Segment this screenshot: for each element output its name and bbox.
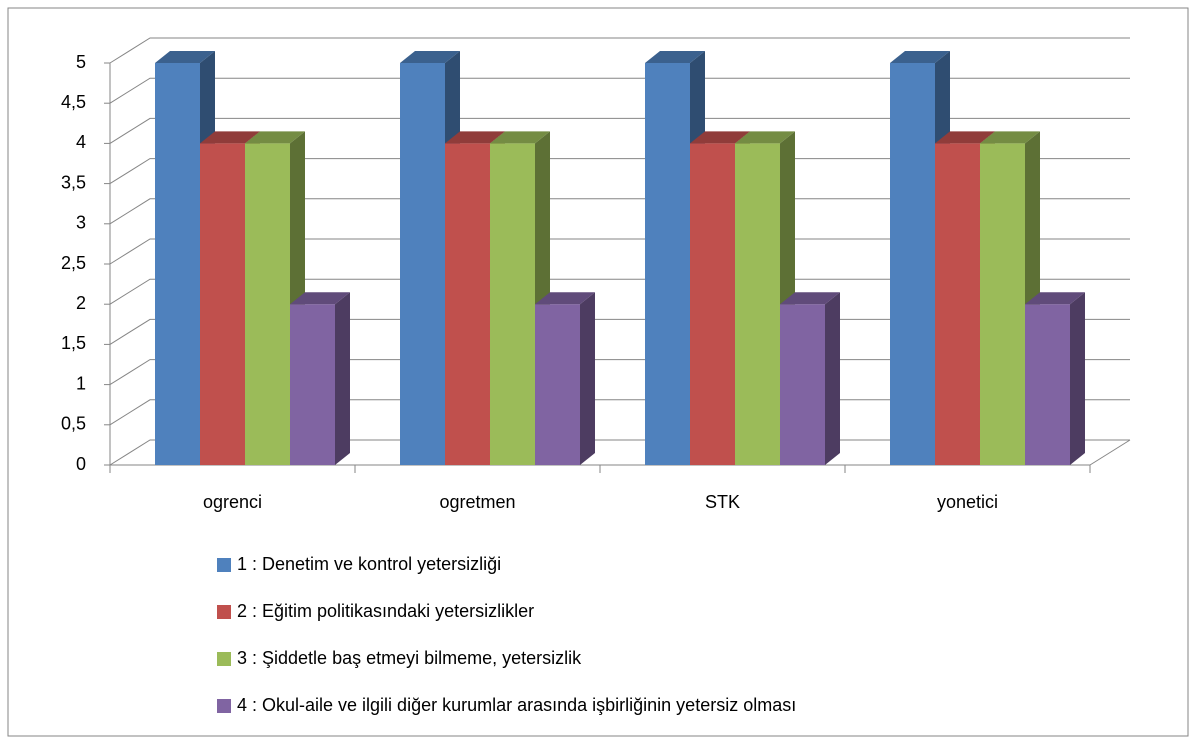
bar-face	[290, 292, 350, 305]
x-tick-label: STK	[705, 492, 740, 512]
bar-face	[690, 143, 735, 465]
bar-face	[335, 292, 350, 465]
bar-face	[245, 131, 305, 144]
legend-swatch	[217, 699, 231, 713]
y-tick-label: 4	[76, 132, 86, 152]
bar	[1025, 292, 1085, 465]
bar-face	[890, 63, 935, 465]
bar-face	[245, 143, 290, 465]
bar-face	[735, 143, 780, 465]
bar-face	[535, 304, 580, 465]
bar	[780, 292, 840, 465]
legend-label: 2 : Eğitim politikasındaki yetersizlikle…	[237, 601, 534, 621]
bar-face	[580, 292, 595, 465]
bar-face	[780, 292, 840, 305]
floor-edge	[1089, 439, 1131, 466]
y-tick-label: 4,5	[61, 92, 86, 112]
bar-face	[445, 143, 490, 465]
bar-face	[935, 131, 995, 144]
grid-line	[109, 37, 1130, 64]
grid-line	[109, 198, 1130, 225]
bar-face	[290, 304, 335, 465]
bar-face	[780, 304, 825, 465]
y-tick-label: 1	[76, 373, 86, 393]
bar-face	[890, 51, 950, 63]
bar-face	[400, 51, 460, 63]
bar-face	[980, 131, 1040, 144]
bar-face	[690, 131, 750, 144]
grid-line	[109, 117, 1130, 144]
bar-face	[645, 63, 690, 465]
bar-face	[1025, 304, 1070, 465]
bar-face	[445, 131, 505, 144]
bar-face	[1070, 292, 1085, 465]
y-tick-label: 1,5	[61, 333, 86, 353]
bar-face	[155, 63, 200, 465]
bar-face	[200, 143, 245, 465]
legend-swatch	[217, 558, 231, 572]
grid-line	[109, 238, 1130, 265]
x-tick-label: ogretmen	[439, 492, 515, 512]
legend-label: 3 : Şiddetle baş etmeyi bilmeme, yetersi…	[237, 648, 582, 668]
bar-face	[490, 143, 535, 465]
legend-swatch	[217, 605, 231, 619]
legend-label: 4 : Okul-aile ve ilgili diğer kurumlar a…	[237, 695, 796, 715]
bar	[535, 292, 595, 465]
grid-line	[109, 158, 1130, 185]
bar	[290, 292, 350, 465]
bar-face	[200, 131, 260, 144]
legend-label: 1 : Denetim ve kontrol yetersizliği	[237, 554, 501, 574]
bar-face	[645, 51, 705, 63]
y-tick-label: 0	[76, 454, 86, 474]
grid-line	[109, 77, 1130, 104]
legend-swatch	[217, 652, 231, 666]
bar-face	[400, 63, 445, 465]
y-tick-label: 2	[76, 293, 86, 313]
y-tick-label: 3	[76, 213, 86, 233]
bar-face	[735, 131, 795, 144]
y-tick-label: 3,5	[61, 172, 86, 192]
bar-face	[980, 143, 1025, 465]
bar-face	[535, 292, 595, 305]
y-tick-label: 0,5	[61, 414, 86, 434]
y-tick-label: 5	[76, 52, 86, 72]
bar-face	[825, 292, 840, 465]
y-tick-label: 2,5	[61, 253, 86, 273]
bar-face	[935, 143, 980, 465]
bar-face	[155, 51, 215, 63]
grid-line	[109, 278, 1130, 305]
bar-face	[1025, 292, 1085, 305]
bar-face	[490, 131, 550, 144]
x-tick-label: yonetici	[937, 492, 998, 512]
x-tick-label: ogrenci	[203, 492, 262, 512]
